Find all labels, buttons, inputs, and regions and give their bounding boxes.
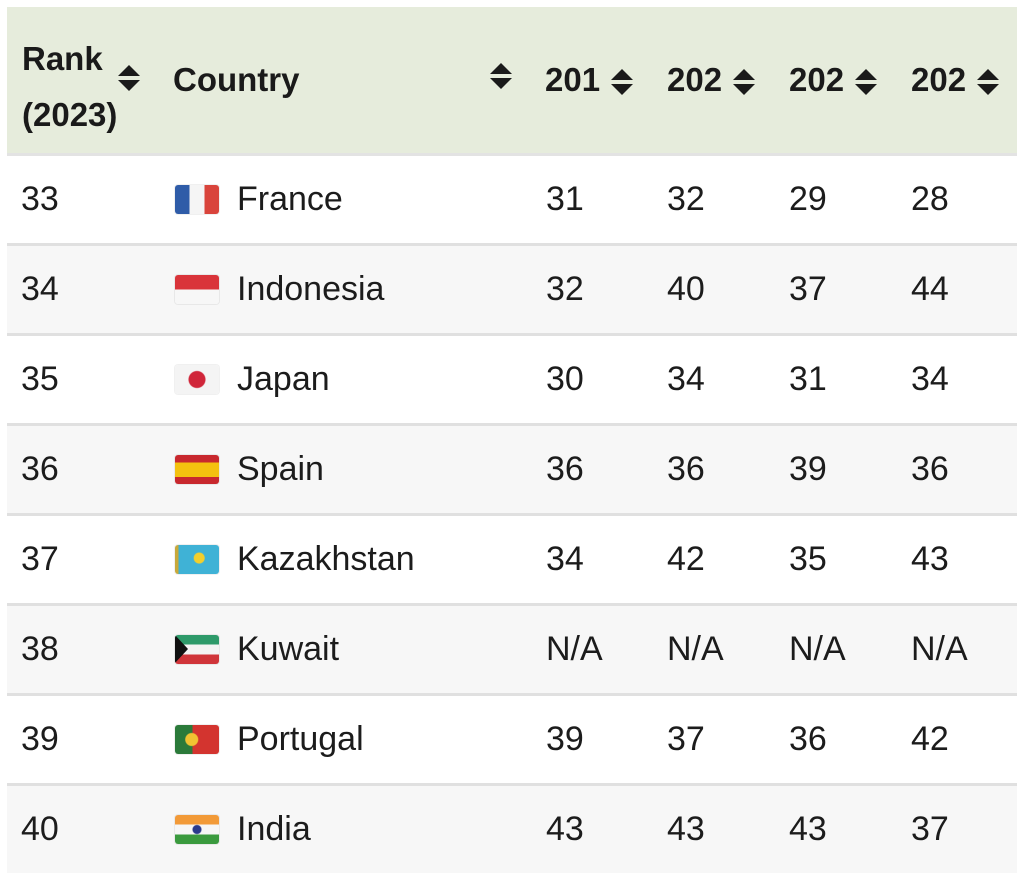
country-cell: India	[175, 786, 311, 873]
ranking-table: Rank (2023) Country 201 202 202 202 33 F…	[7, 7, 1017, 873]
value-2019: 39	[546, 720, 584, 758]
rank-cell: 35	[21, 360, 59, 398]
country-cell: Portugal	[175, 696, 364, 783]
flag-spain-icon	[175, 455, 219, 484]
value-2020: 43	[667, 810, 705, 848]
sort-icon-2020[interactable]	[733, 69, 755, 101]
flag-kazakhstan-icon	[175, 545, 219, 574]
country-name: France	[237, 180, 343, 218]
value-2020: 42	[667, 540, 705, 578]
value-2021: 35	[789, 540, 827, 578]
table-row: 39 Portugal 39 37 36 42	[7, 696, 1017, 786]
value-2022: 36	[911, 450, 949, 488]
table-row: 37 Kazakhstan 34 42 35 43	[7, 516, 1017, 606]
header-rank[interactable]: Rank (2023)	[22, 40, 118, 133]
flag-indonesia-icon	[175, 275, 219, 304]
value-2020: 34	[667, 360, 705, 398]
value-2020: N/A	[667, 630, 724, 668]
rank-cell: 34	[21, 270, 59, 308]
sort-icon-2019[interactable]	[611, 69, 633, 101]
sort-icon-2021[interactable]	[855, 69, 877, 101]
header-year-2019[interactable]: 201	[545, 61, 601, 98]
rank-cell: 36	[21, 450, 59, 488]
header-year-2020[interactable]: 202	[667, 61, 723, 98]
country-cell: France	[175, 156, 343, 243]
table-row: 33 France 31 32 29 28	[7, 156, 1017, 246]
table-header: Rank (2023) Country 201 202 202 202	[7, 7, 1017, 156]
sort-icon-rank[interactable]	[118, 65, 140, 97]
rank-cell: 33	[21, 180, 59, 218]
country-cell: Spain	[175, 426, 324, 513]
value-2021: N/A	[789, 630, 846, 668]
value-2020: 40	[667, 270, 705, 308]
country-name: India	[237, 810, 311, 848]
country-name: Japan	[237, 360, 330, 398]
value-2019: 32	[546, 270, 584, 308]
value-2019: 36	[546, 450, 584, 488]
value-2020: 32	[667, 180, 705, 218]
country-name: Kuwait	[237, 630, 340, 668]
table-row: 36 Spain 36 36 39 36	[7, 426, 1017, 516]
country-name: Kazakhstan	[237, 540, 415, 578]
value-2021: 36	[789, 720, 827, 758]
value-2019: 43	[546, 810, 584, 848]
sort-icon-2022[interactable]	[977, 69, 999, 101]
value-2022: 28	[911, 180, 949, 218]
value-2022: 44	[911, 270, 949, 308]
table-row: 34 Indonesia 32 40 37 44	[7, 246, 1017, 336]
country-name: Indonesia	[237, 270, 385, 308]
value-2021: 31	[789, 360, 827, 398]
flag-france-icon	[175, 185, 219, 214]
flag-japan-icon	[175, 365, 219, 394]
value-2021: 43	[789, 810, 827, 848]
sort-icon-country[interactable]	[490, 63, 512, 95]
value-2020: 37	[667, 720, 705, 758]
table-row: 38 Kuwait N/A N/A N/A N/A	[7, 606, 1017, 696]
value-2021: 29	[789, 180, 827, 218]
value-2022: N/A	[911, 630, 968, 668]
flag-india-icon	[175, 815, 219, 844]
country-cell: Kazakhstan	[175, 516, 415, 603]
rank-cell: 39	[21, 720, 59, 758]
rank-cell: 40	[21, 810, 59, 848]
header-year-2021[interactable]: 202	[789, 61, 845, 98]
value-2022: 37	[911, 810, 949, 848]
value-2021: 37	[789, 270, 827, 308]
header-country[interactable]: Country	[173, 61, 300, 98]
flag-portugal-icon	[175, 725, 219, 754]
value-2022: 34	[911, 360, 949, 398]
value-2019: 31	[546, 180, 584, 218]
table-row: 35 Japan 30 34 31 34	[7, 336, 1017, 426]
value-2022: 43	[911, 540, 949, 578]
table-row: 40 India 43 43 43 37	[7, 786, 1017, 873]
header-year-2022[interactable]: 202	[911, 61, 967, 98]
value-2020: 36	[667, 450, 705, 488]
country-cell: Indonesia	[175, 246, 384, 333]
rank-cell: 38	[21, 630, 59, 668]
value-2021: 39	[789, 450, 827, 488]
value-2019: N/A	[546, 630, 603, 668]
country-cell: Japan	[175, 336, 330, 423]
value-2019: 30	[546, 360, 584, 398]
flag-kuwait-icon	[175, 635, 219, 664]
country-cell: Kuwait	[175, 606, 339, 693]
value-2019: 34	[546, 540, 584, 578]
value-2022: 42	[911, 720, 949, 758]
country-name: Spain	[237, 450, 324, 488]
rank-cell: 37	[21, 540, 59, 578]
country-name: Portugal	[237, 720, 364, 758]
